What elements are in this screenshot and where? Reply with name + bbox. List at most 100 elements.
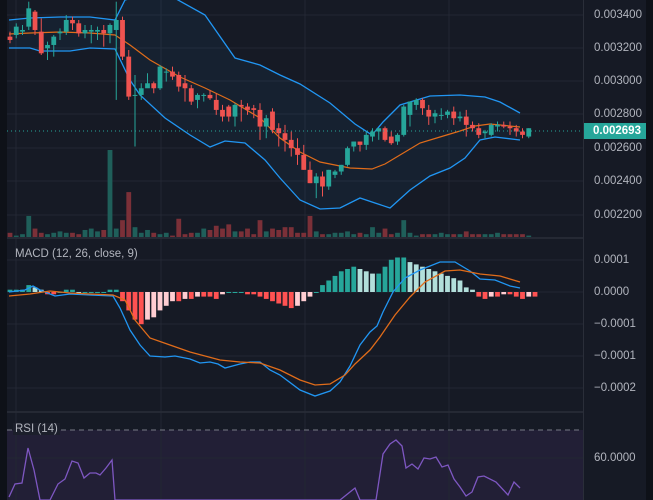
candle-body — [70, 19, 75, 24]
macd-histogram-bar — [445, 275, 450, 292]
candle-body — [226, 106, 232, 117]
macd-histogram-bar — [295, 292, 300, 306]
candle-body — [501, 124, 507, 127]
volume-bar — [363, 234, 369, 237]
volume-bar — [351, 234, 357, 237]
macd-axis-label: −0.0001 — [594, 318, 636, 330]
macd-histogram-bar — [526, 292, 532, 297]
price-axis-label: 0.003200 — [594, 42, 642, 54]
macd-histogram-bar — [245, 292, 250, 295]
candle-body — [270, 111, 275, 130]
candle-body — [457, 116, 463, 119]
macd-histogram-bar — [288, 292, 294, 309]
macd-histogram-bar — [51, 292, 57, 295]
volume-bar — [163, 232, 169, 237]
macd-histogram-bar — [32, 287, 38, 292]
volume-bar — [113, 228, 119, 237]
candle-body — [370, 131, 375, 137]
candle-body — [238, 104, 244, 107]
volume-bar — [463, 231, 469, 237]
macd-histogram-bar — [382, 266, 388, 292]
candle-body — [301, 154, 307, 170]
volume-bar — [370, 227, 375, 237]
candle-body — [220, 109, 225, 117]
price-axis-label: 0.003000 — [594, 75, 642, 87]
price-axis-label: 0.002200 — [594, 209, 642, 221]
candle-body — [407, 101, 413, 115]
macd-histogram-bar — [132, 292, 138, 320]
macd-histogram-bar — [488, 292, 494, 297]
rsi-line — [8, 439, 521, 500]
volume-bar — [57, 231, 63, 237]
candle-body — [482, 131, 488, 134]
candle-body — [495, 124, 500, 127]
volume-bar — [470, 234, 475, 237]
candle-body — [451, 111, 457, 119]
macd-histogram-bar — [182, 292, 188, 299]
volume-bar — [426, 234, 432, 237]
candle-body — [76, 23, 82, 34]
candle-body — [382, 128, 388, 140]
volume-bar — [201, 228, 207, 237]
volume-bar — [151, 232, 157, 237]
volume-bar — [138, 232, 144, 237]
macd-histogram-bar — [407, 262, 413, 292]
candle-body — [38, 31, 44, 54]
volume-bar — [282, 227, 288, 237]
volume-bar — [232, 231, 238, 237]
candle-body — [388, 136, 394, 144]
macd-histogram-bar — [63, 289, 69, 292]
macd-histogram-bar — [163, 292, 169, 306]
volume-bar — [288, 227, 294, 237]
macd-histogram-bar — [101, 292, 107, 293]
candle-body — [163, 71, 169, 73]
bollinger-upper-line — [8, 0, 521, 136]
macd-histogram-bar — [151, 292, 157, 318]
volume-bar — [26, 215, 32, 237]
candle-body — [282, 133, 288, 140]
candle-body — [232, 104, 238, 117]
volume-bar — [407, 232, 413, 237]
macd-histogram-bar — [138, 292, 144, 325]
volume-bar — [401, 220, 407, 237]
candle-body — [426, 109, 432, 117]
candle-body — [376, 128, 382, 132]
macd-line — [8, 261, 521, 397]
macd-histogram-bar — [432, 271, 438, 292]
volume-bar — [38, 232, 44, 237]
macd-axis-label: −0.0001 — [594, 350, 636, 362]
candle-body — [57, 31, 63, 34]
macd-histogram-bar — [263, 292, 269, 299]
macd-pane-title[interactable]: MACD (12, 26, close, 9) — [15, 248, 138, 260]
volume-bar — [132, 227, 138, 237]
volume-bar — [207, 229, 213, 237]
volume-bar — [345, 231, 350, 237]
candle-body — [188, 88, 194, 102]
volume-bar — [388, 234, 394, 237]
candle-body — [263, 118, 269, 127]
volume-bar — [295, 232, 300, 237]
candle-body — [63, 19, 69, 32]
candle-body — [488, 124, 494, 135]
macd-histogram-bar — [232, 292, 238, 293]
rsi-pane-title[interactable]: RSI (14) — [13, 423, 60, 435]
volume-bar — [326, 234, 332, 237]
macd-histogram-bar — [95, 292, 100, 293]
bollinger-fill — [9, 0, 520, 209]
candle-body — [195, 94, 200, 100]
volume-bar — [257, 220, 263, 237]
price-axis[interactable]: 0.003400 0.003200 0.003000 0.002800 0.002600… — [583, 0, 647, 500]
macd-histogram-bar — [357, 269, 363, 292]
volume-bar — [382, 228, 388, 237]
volume-bar — [307, 215, 313, 237]
candle-body — [32, 11, 38, 30]
volume-bar — [320, 234, 325, 237]
macd-histogram-bar — [282, 292, 288, 306]
candle-body — [20, 29, 25, 32]
volume-bar — [220, 228, 225, 237]
volume-bar — [20, 234, 25, 237]
macd-histogram-bar — [170, 292, 175, 302]
current-price-tag: 0.002693 — [584, 123, 647, 139]
